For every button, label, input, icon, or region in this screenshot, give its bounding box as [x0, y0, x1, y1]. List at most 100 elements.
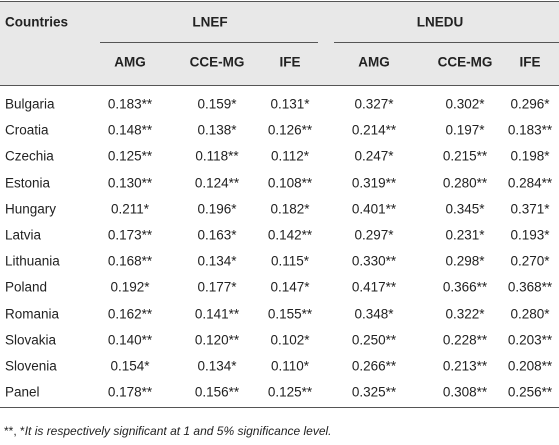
cell: 0.214** — [351, 122, 397, 138]
cell: 0.147* — [270, 279, 310, 295]
row-label: Poland — [5, 279, 48, 295]
footnote-text: It is respectively significant at 1 and … — [24, 424, 332, 438]
row-label: Hungary — [5, 201, 57, 217]
cell: 0.159* — [197, 96, 237, 112]
cell: 0.124** — [194, 175, 240, 191]
row-label: Croatia — [5, 122, 49, 138]
row-label: Slovenia — [5, 358, 57, 374]
footnote-marks: **, * — [4, 424, 25, 438]
cell: 0.371* — [510, 201, 550, 217]
cell: 0.231* — [445, 227, 485, 243]
row-label: Romania — [5, 306, 60, 322]
cell: 0.319** — [351, 175, 397, 191]
cell: 0.296* — [510, 96, 550, 112]
cell: 0.368** — [507, 279, 553, 295]
cell: 0.120** — [194, 332, 240, 348]
cell: 0.126** — [267, 122, 313, 138]
row-label: Bulgaria — [5, 96, 55, 112]
cell: 0.155** — [267, 306, 313, 322]
cell: 0.401** — [351, 201, 397, 217]
rule — [100, 42, 318, 43]
cell: 0.118** — [195, 148, 239, 164]
row-label: Panel — [5, 384, 40, 400]
cell: 0.125** — [107, 148, 153, 164]
cell: 0.198* — [510, 148, 550, 164]
row-label: Czechia — [5, 148, 54, 164]
cell: 0.131* — [270, 96, 310, 112]
cell: 0.325** — [351, 384, 397, 400]
cell: 0.154* — [110, 358, 150, 374]
group-header: LNEDU — [416, 14, 464, 30]
cell: 0.280** — [442, 175, 488, 191]
cell: 0.203** — [507, 332, 553, 348]
column-header: CCE-MG — [189, 54, 245, 70]
cell: 0.148** — [107, 122, 153, 138]
cell: 0.297* — [354, 227, 394, 243]
cell: 0.284** — [507, 175, 553, 191]
cell: 0.327* — [354, 96, 394, 112]
cell: 0.197* — [445, 122, 485, 138]
cell: 0.140** — [107, 332, 153, 348]
row-label: Slovakia — [5, 332, 57, 348]
row-label: Estonia — [5, 175, 51, 191]
cell: 0.134* — [197, 358, 237, 374]
cell: 0.156** — [194, 384, 240, 400]
cell: 0.192* — [110, 279, 150, 295]
cell: 0.134* — [197, 253, 237, 269]
cell: 0.183** — [507, 122, 553, 138]
row-label: Lithuania — [5, 253, 60, 269]
header-background — [0, 2, 559, 85]
column-header: AMG — [358, 54, 390, 70]
cell: 0.322* — [445, 306, 485, 322]
cell: 0.168** — [107, 253, 153, 269]
row-label: Latvia — [5, 227, 42, 243]
cell: 0.162** — [107, 306, 153, 322]
cell: 0.138* — [197, 122, 237, 138]
cell: 0.142** — [267, 227, 313, 243]
rule — [334, 42, 559, 43]
cell: 0.163* — [197, 227, 237, 243]
rule — [0, 85, 559, 86]
column-header: CCE-MG — [437, 54, 493, 70]
footnote: **, *It is respectively significant at 1… — [4, 424, 332, 438]
cell: 0.141** — [194, 306, 240, 322]
cell: 0.366** — [442, 279, 488, 295]
cell: 0.250** — [351, 332, 397, 348]
rule — [0, 407, 559, 408]
cell: 0.125** — [267, 384, 313, 400]
cell: 0.256** — [507, 384, 553, 400]
cell: 0.213** — [442, 358, 488, 374]
cell: 0.196* — [197, 201, 237, 217]
cell: 0.108** — [267, 175, 313, 191]
column-header: IFE — [519, 54, 541, 70]
cell: 0.115* — [270, 253, 310, 269]
cell: 0.298* — [445, 253, 485, 269]
column-header: AMG — [114, 54, 146, 70]
cell: 0.270* — [510, 253, 550, 269]
cell: 0.211* — [110, 201, 150, 217]
cell: 0.130** — [107, 175, 153, 191]
cell: 0.208** — [507, 358, 553, 374]
cell: 0.348* — [354, 306, 394, 322]
cell: 0.112* — [270, 148, 310, 164]
cell: 0.178** — [107, 384, 153, 400]
cell: 0.302* — [445, 96, 485, 112]
cell: 0.177* — [197, 279, 237, 295]
cell: 0.330** — [351, 253, 397, 269]
cell: 0.417** — [351, 279, 397, 295]
group-header: LNEF — [192, 14, 228, 30]
cell: 0.280* — [510, 306, 550, 322]
cell: 0.215** — [442, 148, 488, 164]
column-header: IFE — [279, 54, 301, 70]
cell: 0.266** — [351, 358, 397, 374]
rule — [0, 1, 559, 2]
cell: 0.193* — [510, 227, 550, 243]
cell: 0.173** — [107, 227, 153, 243]
cell: 0.247* — [354, 148, 394, 164]
cell: 0.345* — [445, 201, 485, 217]
cell: 0.183** — [107, 96, 153, 112]
cell: 0.182* — [270, 201, 310, 217]
cell: 0.228** — [442, 332, 488, 348]
cell: 0.102* — [270, 332, 310, 348]
